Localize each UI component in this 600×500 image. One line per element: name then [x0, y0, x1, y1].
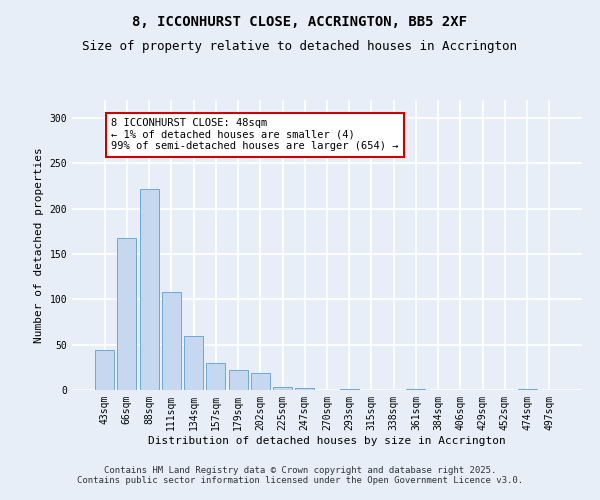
Bar	[340, 389, 359, 390]
Bar	[518, 389, 536, 390]
Bar	[140, 189, 158, 390]
Bar	[184, 336, 203, 390]
Bar	[118, 238, 136, 390]
Text: Size of property relative to detached houses in Accrington: Size of property relative to detached ho…	[83, 40, 517, 53]
Y-axis label: Number of detached properties: Number of detached properties	[34, 147, 44, 343]
Text: 8, ICCONHURST CLOSE, ACCRINGTON, BB5 2XF: 8, ICCONHURST CLOSE, ACCRINGTON, BB5 2XF	[133, 15, 467, 29]
Bar	[206, 363, 225, 390]
Bar	[162, 292, 181, 390]
Bar	[229, 370, 248, 390]
Text: Contains HM Land Registry data © Crown copyright and database right 2025.
Contai: Contains HM Land Registry data © Crown c…	[77, 466, 523, 485]
X-axis label: Distribution of detached houses by size in Accrington: Distribution of detached houses by size …	[148, 436, 506, 446]
Bar	[251, 373, 270, 390]
Bar	[95, 350, 114, 390]
Bar	[406, 389, 425, 390]
Bar	[273, 388, 292, 390]
Bar	[295, 388, 314, 390]
Text: 8 ICCONHURST CLOSE: 48sqm
← 1% of detached houses are smaller (4)
99% of semi-de: 8 ICCONHURST CLOSE: 48sqm ← 1% of detach…	[112, 118, 399, 152]
